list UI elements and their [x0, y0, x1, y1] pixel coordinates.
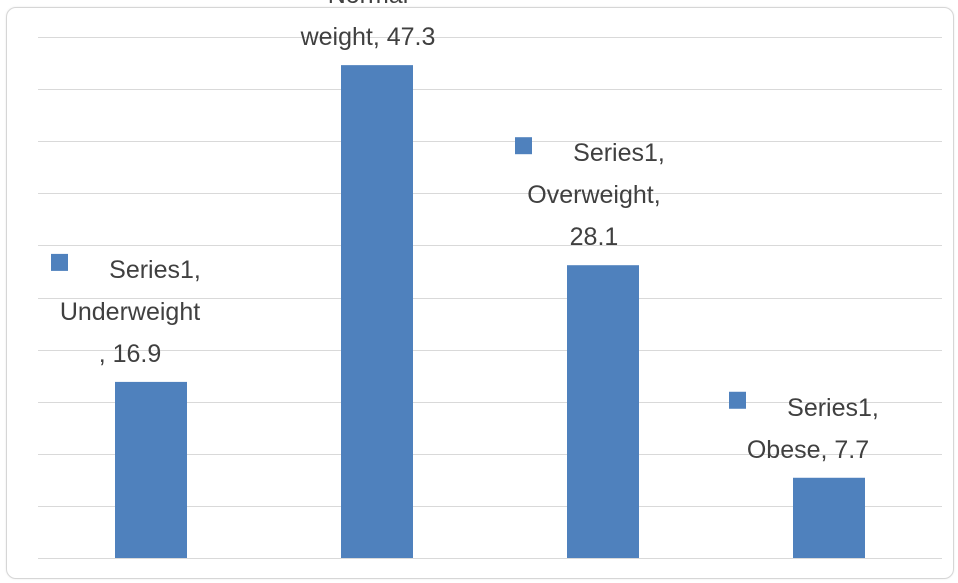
data-label-overweight: Series1, Overweight, 28.1 — [515, 137, 665, 251]
data-labels: Series1, Underweight , 16.9 Series1, Normal w… — [51, 0, 879, 464]
data-label-normal-weight: Series1,Normalweight, 47.3 — [300, 0, 439, 51]
data-label-obese: Series1, Obese, 7.7 — [729, 391, 879, 464]
bar-obese — [793, 477, 865, 558]
bars — [115, 65, 865, 558]
data-label-line: Obese, 7.7 — [747, 436, 869, 464]
data-label-line: 28.1 — [570, 223, 619, 251]
data-label-underweight: Series1, Underweight , 16.9 — [51, 253, 201, 368]
bar-normal-weight — [341, 65, 413, 558]
data-label-line: Normal — [328, 0, 409, 9]
legend-key-icon — [729, 391, 746, 409]
data-label-text: Series1, Obese, 7.7 — [747, 394, 879, 464]
data-label-line: Series1, — [573, 139, 665, 167]
legend-key-icon — [51, 253, 68, 271]
bar-overweight — [567, 265, 639, 558]
data-label-line: Overweight, — [527, 181, 660, 209]
bar-underweight — [115, 381, 187, 558]
data-label-line: Series1, — [109, 256, 201, 284]
data-label-text: Series1,Normalweight, 47.3 — [300, 0, 439, 51]
data-label-line: , 16.9 — [99, 340, 162, 368]
data-label-text: Series1, Underweight , 16.9 — [60, 256, 201, 368]
data-label-text: Series1, Overweight, 28.1 — [527, 139, 665, 251]
data-label-line: Underweight — [60, 298, 200, 326]
data-label-line: weight, 47.3 — [300, 23, 436, 51]
data-label-line: Series1, — [787, 394, 879, 422]
gridlines — [38, 37, 942, 559]
legend-key-icon — [515, 137, 532, 155]
